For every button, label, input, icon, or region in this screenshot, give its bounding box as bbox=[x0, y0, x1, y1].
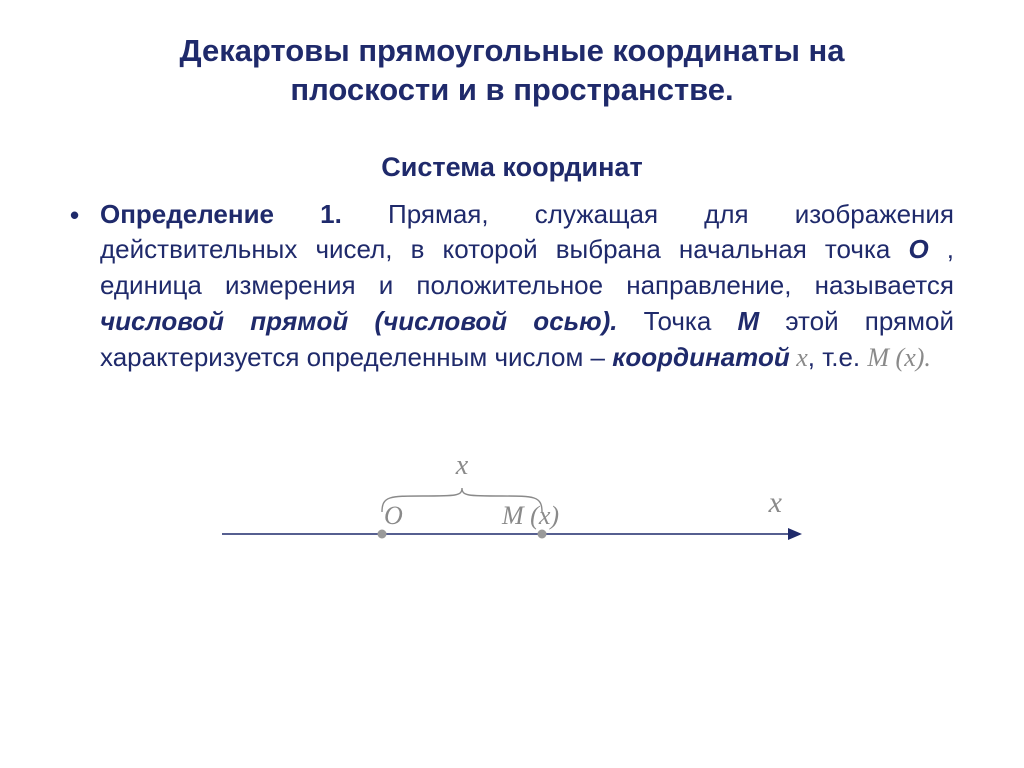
def-emph-coordinate: координатой bbox=[612, 342, 789, 372]
diagram-container: x O M (x) x bbox=[70, 416, 954, 566]
svg-text:O: O bbox=[384, 501, 403, 530]
def-Mx: M (x). bbox=[867, 343, 931, 372]
definition-label: Определение 1. bbox=[100, 199, 342, 229]
slide-title: Декартовы прямоугольные координаты на пл… bbox=[70, 32, 954, 110]
svg-text:x: x bbox=[455, 450, 469, 481]
title-line-2: плоскости и в пространстве. bbox=[290, 72, 733, 107]
title-line-1: Декартовы прямоугольные координаты на bbox=[179, 33, 844, 68]
svg-text:M (x): M (x) bbox=[501, 501, 559, 530]
definition-text: Определение 1. Прямая, служащая для изоб… bbox=[100, 197, 954, 376]
svg-text:x: x bbox=[768, 486, 783, 519]
def-part5: , т.е. bbox=[808, 342, 868, 372]
def-O: О bbox=[908, 234, 928, 264]
def-M: М bbox=[738, 306, 760, 336]
number-line-diagram: x O M (x) x bbox=[192, 416, 832, 566]
def-part3: Точка bbox=[617, 306, 737, 336]
subtitle: Система координат bbox=[70, 152, 954, 183]
slide: Декартовы прямоугольные координаты на пл… bbox=[0, 0, 1024, 768]
def-emph-number-line: числовой прямой (числовой осью). bbox=[100, 306, 617, 336]
def-x: x bbox=[790, 343, 808, 372]
definition-row: • Определение 1. Прямая, служащая для из… bbox=[70, 197, 954, 376]
bullet: • bbox=[70, 197, 100, 233]
